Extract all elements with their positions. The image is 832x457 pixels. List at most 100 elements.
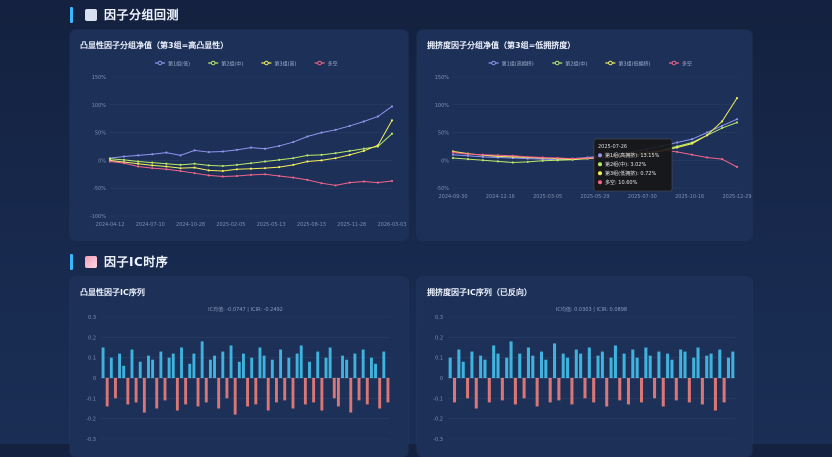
legend-label: 第1组(高拥挤)	[502, 61, 534, 68]
legend-swatch-marker	[554, 60, 560, 66]
data-point	[390, 119, 394, 122]
data-point	[720, 126, 724, 130]
ic-bar	[386, 378, 390, 403]
ic-bar	[526, 347, 530, 378]
data-point	[207, 164, 210, 167]
ic-bar	[722, 378, 726, 403]
data-point	[235, 174, 238, 178]
ic-bar	[287, 357, 291, 378]
ic-bar	[492, 345, 496, 378]
ic-bar	[299, 345, 303, 378]
ic-bar	[291, 378, 295, 409]
ic-bar	[275, 378, 278, 403]
ic-bar	[262, 355, 266, 378]
ic-bar	[357, 378, 361, 401]
x-tick-label: 2025-02-05	[216, 222, 245, 228]
line-chart-crowding[interactable]: 第1组(高拥挤) 第2组(中) 第3组(低拥挤) 多空 150% 100% 50% 0% -50…	[417, 30, 752, 240]
y-tick-label: 0.1	[435, 356, 443, 362]
data-point	[123, 158, 126, 161]
y-tick-label: 150%	[435, 75, 450, 81]
ic-bar	[635, 357, 639, 378]
ic-bar	[587, 347, 591, 378]
ic-bar	[258, 347, 262, 378]
ic-bar	[188, 363, 192, 378]
ic-bar	[266, 378, 270, 411]
ic-bar	[596, 355, 600, 378]
data-point	[137, 160, 140, 163]
legend-swatch-marker	[608, 60, 613, 66]
ic-bar	[233, 378, 237, 415]
data-point	[691, 142, 694, 145]
ic-bar	[254, 378, 258, 405]
data-point	[390, 132, 394, 135]
data-point	[706, 134, 709, 137]
line-chart-salience[interactable]: 第1组(低) 第2组(中) 第3组(高) 多空 150% 100% 50% 0% -50% -10…	[70, 30, 408, 240]
ic-bar	[341, 355, 344, 378]
data-point	[362, 120, 365, 123]
ic-bar	[626, 378, 630, 405]
tooltip-marker	[598, 162, 602, 167]
ic-bar	[618, 378, 622, 401]
data-point	[320, 182, 323, 185]
data-point	[108, 160, 112, 163]
x-tick-label: 2025-07-30	[628, 194, 657, 200]
data-point	[221, 150, 224, 153]
y-tick-label: -0.1	[86, 396, 96, 402]
ic-bar	[308, 361, 311, 378]
ic-bar	[229, 345, 233, 378]
ic-bar	[221, 351, 225, 378]
ic-bar	[566, 357, 570, 378]
y-tick-label: 0.2	[435, 335, 443, 341]
data-point	[735, 118, 739, 121]
data-point	[292, 163, 295, 166]
section-title: 因子IC时序	[104, 255, 169, 269]
ic-bar	[631, 349, 635, 378]
section-title: 因子分组回测	[104, 8, 180, 22]
ic-bar	[365, 378, 369, 405]
data-point	[466, 154, 470, 157]
data-point	[334, 184, 337, 187]
data-point	[390, 105, 394, 108]
data-point	[207, 169, 210, 172]
x-tick-label: 2025-12-29	[722, 194, 751, 200]
data-point	[278, 144, 281, 148]
data-point	[264, 173, 267, 176]
bar-chart-salience-ic[interactable]: IC均值: -0.0747 | ICIR: -0.2492 0.3 0.2 0.1 0 -…	[70, 277, 408, 457]
bar-chart-crowding-ic[interactable]: IC均值: 0.0303 | ICIR: 0.0898 0.3 0.2 0.1 0 -0.…	[417, 277, 752, 457]
x-tick-label: 2024-09-30	[438, 194, 467, 200]
ic-bar	[118, 353, 122, 378]
ic-bar	[687, 378, 691, 403]
ic-bar	[192, 353, 196, 378]
data-point	[137, 162, 140, 165]
ic-bar	[522, 378, 526, 399]
ic-bar	[369, 357, 373, 378]
legend-item: 第3组(高)	[261, 61, 297, 68]
data-point	[362, 147, 365, 150]
y-tick-label: 50%	[95, 131, 106, 137]
legend-item: 多空	[669, 61, 692, 68]
x-tick-label: 2025-05-29	[580, 194, 609, 200]
ic-bar	[316, 351, 320, 378]
data-point	[165, 165, 168, 168]
ic-bar	[345, 359, 349, 378]
chart-icon	[85, 255, 97, 268]
ic-bar	[208, 359, 212, 378]
data-point	[735, 121, 739, 124]
ic-bar	[713, 378, 717, 411]
chart-subtitle: IC均值: -0.0747 | ICIR: -0.2492	[208, 306, 283, 313]
y-tick-label: 0.3	[88, 315, 96, 321]
tooltip-marker	[598, 180, 602, 185]
ic-bar	[535, 378, 539, 407]
ic-bar	[332, 378, 336, 399]
data-point	[123, 155, 126, 158]
ic-bar	[657, 351, 661, 378]
ic-bar	[180, 347, 183, 378]
ic-bar	[295, 353, 299, 378]
data-point	[481, 159, 484, 162]
y-tick-label: -100%	[90, 214, 106, 220]
ic-bar	[679, 349, 683, 378]
data-point	[108, 157, 112, 160]
data-point	[249, 162, 253, 165]
x-tick-label: 2025-08-13	[297, 222, 326, 228]
y-tick-label: 0%	[98, 158, 106, 164]
